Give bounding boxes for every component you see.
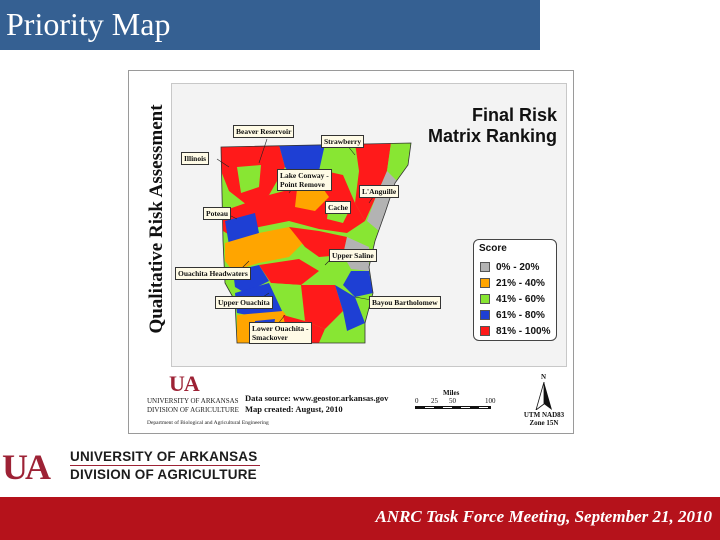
label-upper-ouachita: Upper Ouachita [215,296,273,309]
projection-label: UTM NAD83 [523,411,565,419]
north-arrow-icon [535,382,552,410]
label-strawberry: Strawberry [321,135,365,148]
label-upper-saline: Upper Saline [329,249,377,262]
risk-title: Final Risk Matrix Ranking [428,105,557,147]
legend-swatch [480,262,490,272]
title-bar: Priority Map [0,0,540,50]
north-label: N [541,373,547,381]
legend-swatch [480,294,490,304]
north-arrow: N UTM NAD83 Zone 15N [521,373,567,431]
legend-item: 81% - 100% [480,325,550,337]
scale-title: Miles [443,389,460,397]
risk-title-line2: Matrix Ranking [427,126,557,146]
scale-tick: 50 [449,397,456,405]
division-name: DIVISION OF AGRICULTURE [70,467,257,482]
legend-item: 61% - 80% [480,309,545,321]
label-lake-conway-line2: Point Remove [280,180,325,189]
label-beaver-reservoir: Beaver Reservoir [233,125,295,138]
legend-label: 61% - 80% [496,309,545,321]
label-poteau: Poteau [203,207,232,220]
label-cache: Cache [325,201,351,214]
data-source-note: Data source: www.geostor.arkansas.gov Ma… [245,393,388,415]
legend-item: 41% - 60% [480,293,545,305]
label-lake-conway-line1: Lake Conway - [280,171,329,180]
slide-title: Priority Map [6,6,171,42]
label-bayou-bartholomew: Bayou Bartholomew [369,296,441,309]
legend-swatch [480,310,490,320]
label-lower-ouachita-line1: Lower Ouachita - [252,324,309,333]
label-illinois: Illinois [181,152,210,165]
figure-logo-dept: Department of Biological and Agricultura… [147,420,269,426]
university-name: UNIVERSITY OF ARKANSAS [70,449,258,464]
legend-label: 41% - 60% [496,293,545,305]
map-figure: Qualitative Risk Assessment [128,70,574,434]
scale-tick: 100 [485,397,496,405]
state-outline [220,142,412,344]
university-logo: UA UNIVERSITY OF ARKANSAS DIVISION OF AG… [2,447,262,487]
figure-logo-line1: UNIVERSITY OF ARKANSAS [147,397,239,405]
figure-logo: UA UNIVERSITY OF ARKANSAS DIVISION OF AG… [145,371,269,431]
label-lake-conway: Lake Conway - Point Remove [277,169,332,191]
legend-label: 0% - 20% [496,261,540,273]
scale-bar: Miles 0 25 50 100 [415,389,496,419]
scale-tick: 25 [431,397,438,405]
data-source-text: Data source: www.geostor.arkansas.gov [245,393,389,403]
footer-text: ANRC Task Force Meeting, September 21, 2… [375,507,712,526]
ua-logo-mark: UA [2,447,51,487]
label-l-anguille: L'Anguille [359,185,400,198]
label-lower-ouachita-line2: Smackover [252,333,288,342]
score-legend: Score 0% - 20% 21% - 40% 41% - 60% 61% -… [473,239,557,341]
footer-bar: ANRC Task Force Meeting, September 21, 2… [0,497,720,540]
legend-label: 81% - 100% [496,325,551,337]
legend-swatch [480,278,490,288]
risk-title-line1: Final Risk [471,105,557,125]
label-ouachita-headwaters: Ouachita Headwaters [175,267,251,280]
figure-logo-line2: DIVISION OF AGRICULTURE [147,406,239,414]
label-lower-ouachita: Lower Ouachita - Smackover [249,322,312,344]
zone-label: Zone 15N [529,419,559,427]
scale-tick: 0 [415,397,419,405]
map-created-text: Map created: August, 2010 [245,404,343,414]
legend-item: 0% - 20% [480,261,539,273]
logo-divider [70,465,260,466]
legend-item: 21% - 40% [480,277,545,289]
legend-label: 21% - 40% [496,277,545,289]
legend-title: Score [479,243,507,254]
scale-bar-graphic [415,406,491,409]
ua-logo-mark: UA [169,371,200,396]
legend-swatch [480,326,490,336]
